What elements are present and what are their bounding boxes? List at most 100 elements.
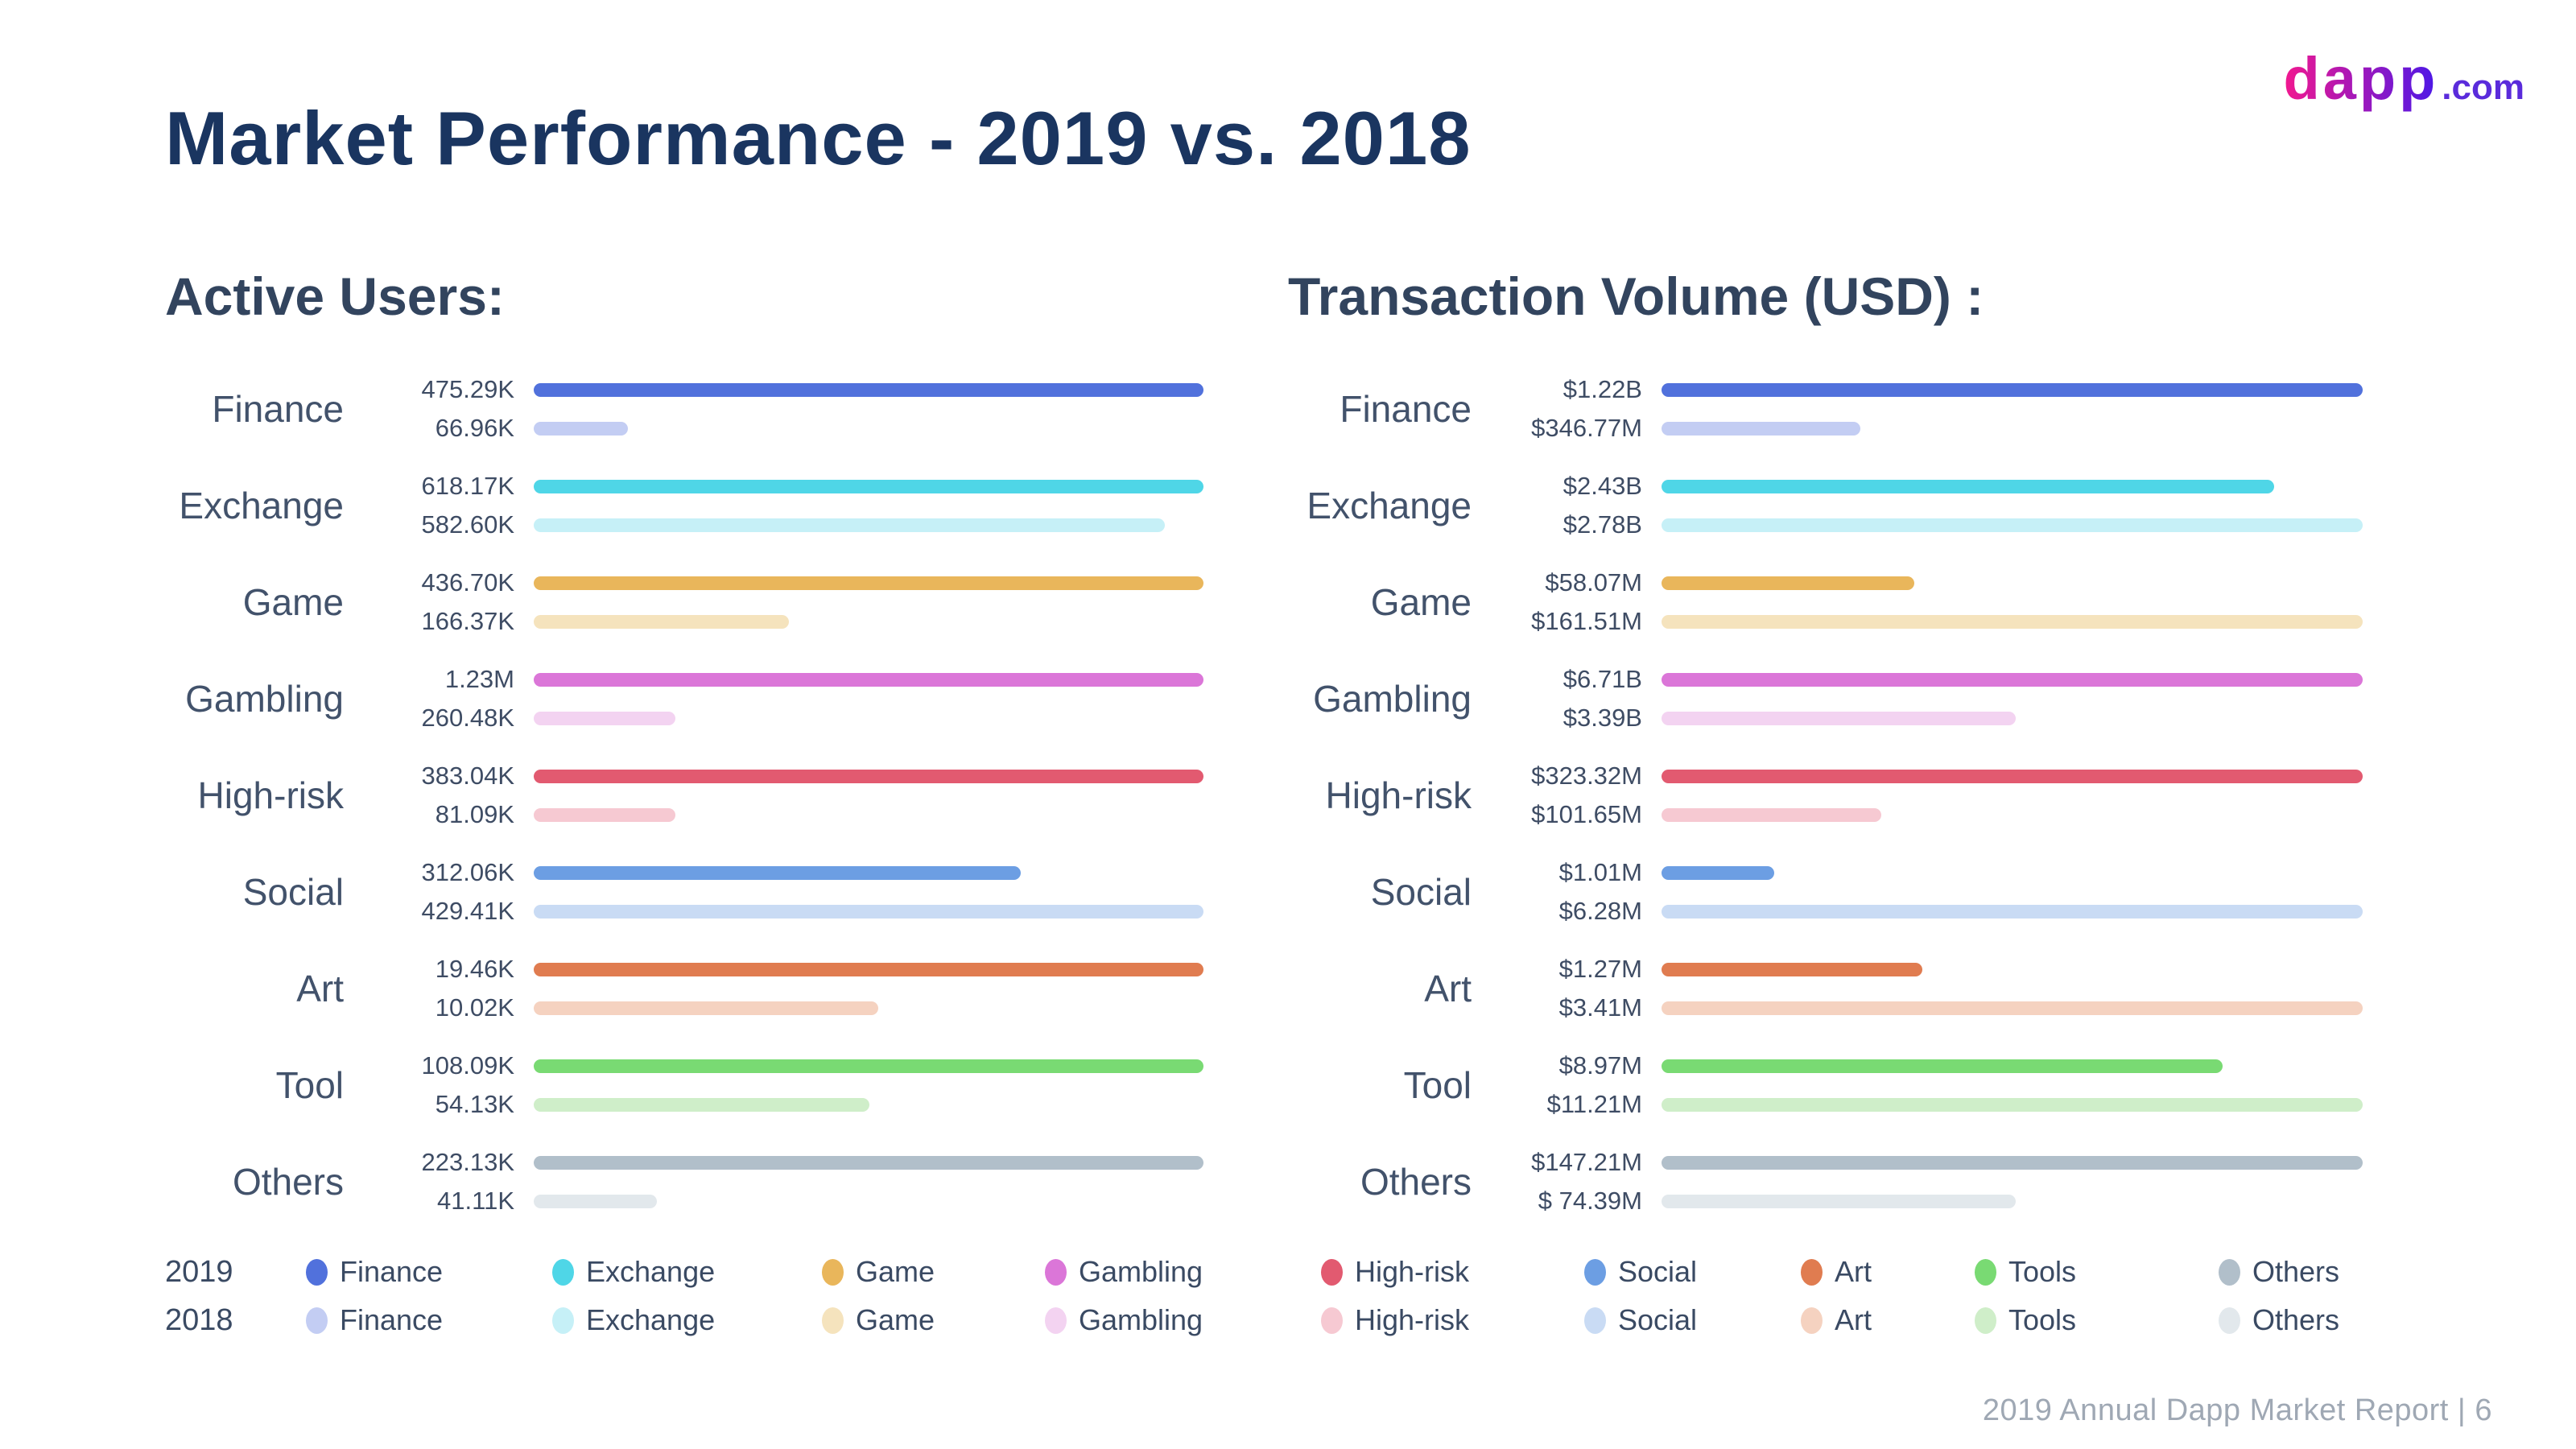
legend-item-2019-art: Art [1801,1255,1975,1289]
legend-item-2018-social: Social [1584,1303,1801,1337]
bar-pair: 108.09K 54.13K [357,1051,1203,1118]
legend-dot-icon [552,1307,574,1334]
bar-track-2018 [1662,421,2363,436]
bar-2019 [534,576,1203,590]
bar-track-2018 [1662,1194,2363,1208]
bar-line-2018: 582.60K [357,510,1203,539]
category-label: Art [296,968,344,1009]
bar-2018 [1662,1001,2363,1015]
legend-item-2018-tools: Tools [1975,1303,2219,1337]
value-label-2018: $101.65M [1531,800,1642,828]
legend-year-2019: 2019 [165,1254,233,1289]
legend-item-label: Others [2252,1255,2340,1288]
legend-dot-icon [1321,1258,1343,1286]
legend-dot-icon [1975,1307,1996,1334]
bar-line-2019: 383.04K [357,762,1203,790]
bar-2019 [534,479,1203,493]
bar-track-2018 [1662,904,2363,919]
chart-row: Exchange $2.43B $2.78B [1288,457,2363,554]
bar-2019 [534,865,1021,880]
chart-row: Art $1.27M $3.41M [1288,940,2363,1037]
legend-item-label: Exchange [586,1303,716,1336]
chart-row: High-risk $323.32M $101.65M [1288,747,2363,844]
bar-2019 [1662,479,2275,493]
bar-2018 [1662,614,2363,629]
legend-year-2018: 2018 [165,1302,233,1337]
chart-row: Game 436.70K 166.37K [165,554,1203,650]
bar-pair: $6.71B $3.39B [1484,665,2363,732]
legend-item-label: Exchange [586,1255,716,1288]
dapp-logo-wordmark: dapp [2283,45,2439,112]
legend-item-label: High-risk [1355,1255,1470,1288]
bar-track-2019 [534,576,1203,590]
value-label-2019: $1.27M [1558,955,1642,983]
chart-row: Others 223.13K 41.11K [165,1133,1203,1230]
legend-dot-icon [1801,1258,1823,1286]
legend-item-2019-game: Game [822,1255,1045,1289]
category-label: Tool [1403,1064,1472,1106]
legend-item-2018-high-risk: High-risk [1321,1303,1584,1337]
bar-line-2019: 312.06K [357,858,1203,886]
value-label-2018: 81.09K [435,800,514,828]
chart-row: Tool $8.97M $11.21M [1288,1037,2363,1133]
bar-pair: $1.01M $6.28M [1484,858,2363,925]
legend-item-2019-social: Social [1584,1255,1801,1289]
bar-track-2018 [534,518,1203,532]
value-label-2019: $58.07M [1545,568,1642,597]
bar-pair: 436.70K 166.37K [357,568,1203,635]
bar-2019 [1662,1059,2223,1073]
bar-track-2018 [534,1194,1203,1208]
legend-item-label: Others [2252,1303,2340,1336]
bar-pair: 312.06K 429.41K [357,858,1203,925]
value-label-2019: 475.29K [421,375,515,403]
legend-item-2019-finance: Finance [306,1255,552,1289]
category-label: Exchange [1307,485,1472,526]
bar-line-2019: $8.97M [1484,1051,2363,1080]
bar-2018 [1662,711,2016,725]
bar-line-2018: 81.09K [357,800,1203,828]
legend-dot-icon [2219,1258,2240,1286]
bar-line-2018: $ 74.39M [1484,1187,2363,1215]
bar-line-2018: $3.41M [1484,993,2363,1022]
bar-track-2018 [1662,711,2363,725]
category-label: Art [1424,968,1472,1009]
bar-2019 [1662,576,1914,590]
category-label: Social [1370,871,1472,913]
legend-dot-icon [822,1307,844,1334]
footer-text: 2019 Annual Dapp Market Report | 6 [1982,1393,2492,1427]
bar-line-2019: $6.71B [1484,665,2363,693]
value-label-2019: $8.97M [1558,1051,1642,1080]
bar-2019 [1662,865,1775,880]
bar-pair: $1.22B $346.77M [1484,375,2363,442]
bar-line-2018: $2.78B [1484,510,2363,539]
bar-line-2018: 66.96K [357,414,1203,442]
category-label: Finance [1340,388,1472,430]
legend-item-2019-high-risk: High-risk [1321,1255,1584,1289]
bar-pair: $8.97M $11.21M [1484,1051,2363,1118]
bar-line-2018: $6.28M [1484,897,2363,925]
chart-row: Exchange 618.17K 582.60K [165,457,1203,554]
bar-2019 [1662,962,1922,976]
bar-track-2018 [1662,614,2363,629]
chart-row: Art 19.46K 10.02K [165,940,1203,1037]
dapp-logo-suffix: .com [2442,68,2524,107]
legend-dot-icon [822,1258,844,1286]
transaction-volume-chart: Transaction Volume (USD) : Finance $1.22… [1288,266,2363,1230]
bar-2019 [1662,382,2363,397]
bar-track-2019 [1662,962,2363,976]
bar-2018 [1662,1097,2363,1112]
legend-item-label: Tools [2008,1255,2077,1288]
legend-item-2019-gambling: Gambling [1045,1255,1321,1289]
bar-line-2019: $1.27M [1484,955,2363,983]
bar-2018 [534,904,1203,919]
bar-track-2018 [534,904,1203,919]
bar-track-2019 [1662,769,2363,783]
bar-pair: 618.17K 582.60K [357,472,1203,539]
value-label-2019: $323.32M [1531,762,1642,790]
bar-track-2018 [534,1001,1203,1015]
bar-track-2019 [1662,865,2363,880]
value-label-2018: $161.51M [1531,607,1642,635]
bar-line-2019: $147.21M [1484,1148,2363,1176]
bar-2019 [534,962,1203,976]
bar-track-2019 [1662,1059,2363,1073]
